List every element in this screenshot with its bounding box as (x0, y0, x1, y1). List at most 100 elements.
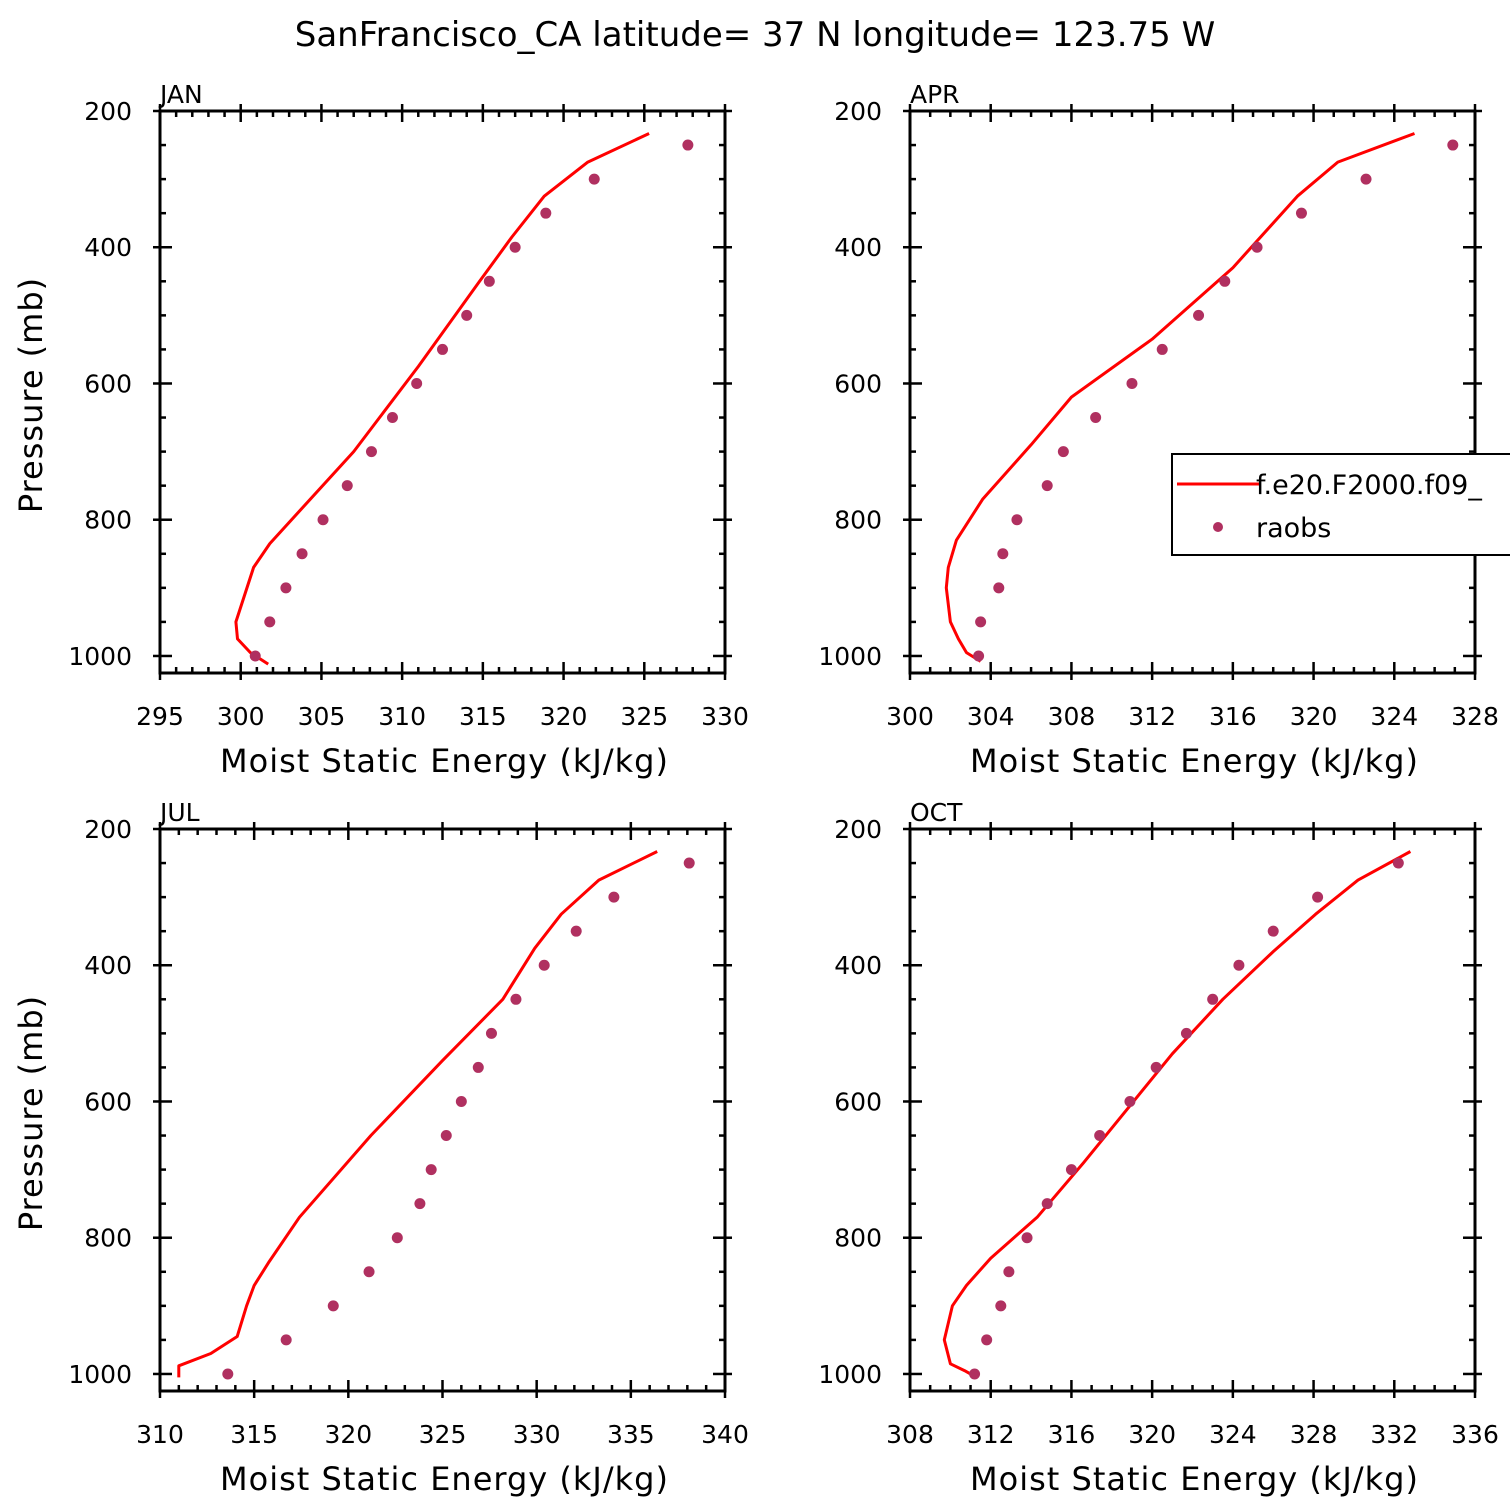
raobs-point (981, 1334, 993, 1346)
y-tick-label: 400 (834, 951, 882, 980)
panels: JAN 295 300 305 310 315 320 325 330 200 400 600 800 1… (12, 80, 1499, 1498)
raobs-point (510, 993, 522, 1005)
raobs-point (317, 514, 329, 526)
panel-label: APR (910, 80, 960, 109)
raobs-point (391, 1232, 403, 1244)
y-tick-label: 600 (834, 1087, 882, 1116)
x-tick-label: 335 (607, 1420, 655, 1449)
x-tick-label: 316 (1209, 702, 1257, 731)
raobs-point (1156, 343, 1168, 355)
y-tick-label: 400 (84, 951, 132, 980)
x-tick-label: 320 (324, 1420, 372, 1449)
y-tick-label: 600 (84, 1087, 132, 1116)
raobs-point (1180, 1027, 1192, 1039)
x-tick-label: 316 (1048, 1420, 1096, 1449)
raobs-point (386, 412, 398, 424)
raobs-point (1021, 1232, 1033, 1244)
y-axis-title: Pressure (mb) (12, 995, 50, 1231)
raobs-point (296, 548, 308, 560)
x-tick-label: 325 (419, 1420, 467, 1449)
raobs-point (1251, 241, 1263, 253)
raobs-point (975, 616, 987, 628)
x-tick-label: 308 (1048, 702, 1096, 731)
raobs-point (538, 959, 550, 971)
raobs-point (993, 582, 1005, 594)
panel-label: OCT (910, 798, 963, 827)
raobs-point (472, 1061, 484, 1073)
raobs-point (327, 1300, 339, 1312)
y-tick-label: 200 (834, 97, 882, 126)
raobs-point (1065, 1164, 1077, 1176)
raobs-point (1233, 959, 1245, 971)
raobs-point (280, 1334, 292, 1346)
raobs-point (1150, 1061, 1162, 1073)
dot-marker-icon (1213, 522, 1223, 532)
x-tick-label: 328 (1290, 1420, 1338, 1449)
panel-label: JAN (158, 80, 203, 109)
x-tick-label: 304 (967, 702, 1015, 731)
model-line (177, 850, 658, 1378)
x-axis-title: Moist Static Energy (kJ/kg) (220, 742, 669, 780)
x-tick-label: 330 (513, 1420, 561, 1449)
x-tick-label: 300 (217, 702, 265, 731)
x-tick-label: 320 (1128, 1420, 1176, 1449)
raobs-point (264, 616, 276, 628)
panel-jul: JUL 310 315 320 325 330 335 340 200 400 600 800 1000… (12, 798, 749, 1498)
raobs-point (1126, 377, 1138, 389)
raobs-point (570, 925, 582, 937)
x-axis-title: Moist Static Energy (kJ/kg) (970, 1460, 1419, 1498)
model-line (234, 132, 650, 666)
raobs-point (1041, 480, 1053, 492)
raobs-point (1041, 1198, 1053, 1210)
raobs-point (1003, 1266, 1015, 1278)
raobs-point (683, 857, 695, 869)
raobs-point (425, 1164, 437, 1176)
legend: f.e20.F2000.f09_ raobs (1171, 453, 1510, 556)
model-line (944, 132, 1416, 663)
x-tick-label: 325 (620, 702, 668, 731)
plot-frame (158, 109, 727, 675)
model-line (942, 850, 1412, 1379)
legend-label-obs: raobs (1256, 513, 1331, 544)
x-tick-label: 340 (701, 1420, 749, 1449)
raobs-point (280, 582, 292, 594)
x-tick-label: 336 (1451, 1420, 1499, 1449)
raobs-point (1094, 1130, 1106, 1142)
raobs-point (414, 1198, 426, 1210)
raobs-point (1057, 446, 1069, 458)
plot-frame (908, 827, 1477, 1393)
legend-box (1171, 453, 1510, 556)
y-tick-label: 200 (84, 815, 132, 844)
figure-title: SanFrancisco_CA latitude= 37 N longitude… (295, 15, 1216, 55)
x-tick-label: 332 (1370, 1420, 1418, 1449)
raobs-point (365, 446, 377, 458)
y-tick-label: 800 (834, 1224, 882, 1253)
raobs-point (1295, 207, 1307, 219)
raobs-point (682, 139, 694, 151)
raobs-point (249, 650, 261, 662)
raobs-point (997, 548, 1009, 560)
raobs-point (1360, 173, 1372, 185)
y-tick-label: 800 (84, 506, 132, 535)
x-tick-label: 328 (1451, 702, 1499, 731)
legend-label-model: f.e20.F2000.f09_ (1256, 470, 1482, 501)
raobs-point (995, 1300, 1007, 1312)
panel-apr: APR 300 304 308 312 316 320 324 328 200 400 600 800 1… (818, 80, 1498, 780)
y-tick-label: 400 (834, 233, 882, 262)
x-tick-label: 330 (701, 702, 749, 731)
y-tick-label: 1000 (68, 642, 132, 671)
raobs-point (363, 1266, 375, 1278)
y-tick-label: 1000 (68, 1360, 132, 1389)
raobs-point (1267, 925, 1279, 937)
panel-label: JUL (158, 798, 200, 827)
raobs-point (411, 377, 423, 389)
panel-oct: OCT 308 312 316 320 324 328 332 336 200 400 600 800 1… (818, 798, 1498, 1498)
raobs-point (1312, 891, 1324, 903)
x-tick-label: 315 (459, 702, 507, 731)
x-tick-label: 308 (886, 1420, 934, 1449)
y-tick-label: 200 (84, 97, 132, 126)
raobs-point (588, 173, 600, 185)
raobs-point (969, 1368, 981, 1380)
y-tick-label: 1000 (818, 642, 882, 671)
